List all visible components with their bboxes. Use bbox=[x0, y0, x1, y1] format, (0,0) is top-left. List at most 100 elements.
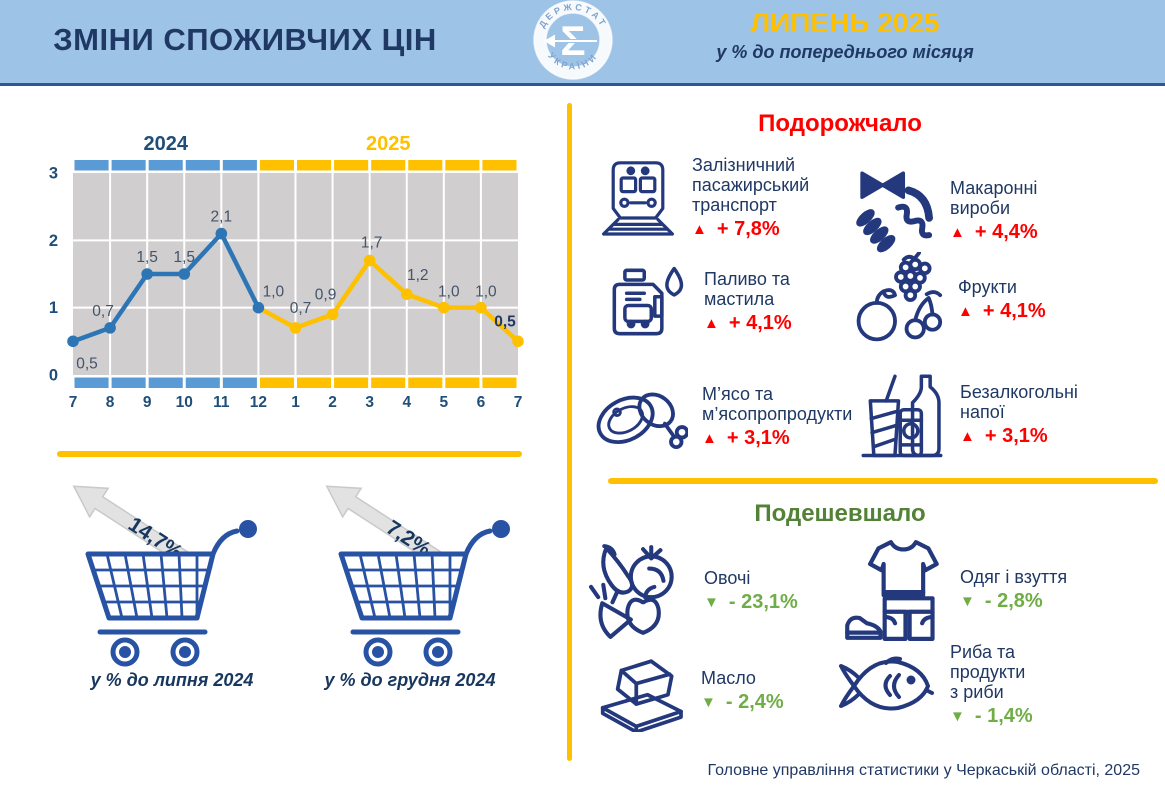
x-axis-month-label: 1 bbox=[291, 394, 300, 411]
price-down-item-fish: Риба та продукти з риби ▼ - 1,4% bbox=[836, 642, 1033, 728]
item-delta: + 3,1% bbox=[984, 425, 1048, 448]
item-label: Паливо та мастила bbox=[704, 268, 790, 309]
item-delta: + 4,1% bbox=[982, 300, 1046, 323]
month-band-segment bbox=[482, 377, 517, 388]
down-triangle-icon: ▼ bbox=[950, 708, 965, 726]
up-triangle-icon: ▲ bbox=[960, 428, 975, 446]
cart-figure-ytd: 7,2% bbox=[325, 485, 510, 667]
x-axis-month-label: 7 bbox=[514, 394, 523, 411]
chart-point bbox=[215, 227, 228, 240]
item-delta: + 4,1% bbox=[728, 312, 792, 335]
chart-point bbox=[104, 322, 116, 334]
x-axis-month-label: 10 bbox=[176, 394, 193, 411]
chart-point bbox=[141, 268, 153, 280]
item-delta: + 7,8% bbox=[716, 218, 780, 241]
chart-point-label: 1,5 bbox=[173, 249, 195, 266]
chart-point-label: 0,5 bbox=[76, 355, 98, 372]
chart-point-label: 0,9 bbox=[315, 286, 337, 303]
chart-point bbox=[363, 254, 376, 267]
chart-point bbox=[67, 335, 79, 348]
item-label: Залізничний пасажирський транспорт bbox=[692, 154, 810, 216]
shopping-cart-icon bbox=[85, 520, 257, 667]
fish-icon bbox=[836, 642, 936, 728]
chart-point-label: 1,0 bbox=[438, 284, 460, 301]
month-band-segment bbox=[74, 377, 109, 388]
down-triangle-icon: ▼ bbox=[960, 593, 975, 611]
month-band-segment bbox=[148, 377, 183, 388]
shopping-cart-icon bbox=[338, 520, 510, 667]
year-label-2024: 2024 bbox=[143, 133, 188, 155]
section-title-down: Подешевшало bbox=[754, 500, 926, 527]
chart-point bbox=[438, 301, 450, 314]
cart-figure-yoy: 14,7% bbox=[72, 485, 257, 667]
up-triangle-icon: ▲ bbox=[702, 430, 717, 448]
left-section-divider bbox=[57, 451, 522, 457]
chart-point-label: 0,7 bbox=[290, 300, 312, 317]
y-axis-tick-label: 3 bbox=[49, 165, 58, 183]
x-axis-month-label: 6 bbox=[477, 394, 486, 411]
item-label: М’ясо та м’ясопропродукти bbox=[702, 383, 853, 424]
chart-line-segment bbox=[182, 231, 224, 277]
chart-point bbox=[326, 308, 339, 321]
item-delta: - 23,1% bbox=[728, 591, 798, 614]
chart-point-label: 2,1 bbox=[211, 209, 233, 226]
item-label: Риба та продукти з риби bbox=[950, 642, 1026, 703]
vertical-divider bbox=[567, 103, 572, 761]
cart-caption-ytd: у % до грудня 2024 bbox=[324, 670, 496, 690]
year-band-segment bbox=[445, 160, 480, 171]
chart-point-label: 0,5 bbox=[494, 313, 516, 330]
price-down-item-butter: Масло ▼ - 2,4% bbox=[593, 650, 784, 734]
year-band-segment bbox=[371, 160, 406, 171]
chart-line-segment bbox=[219, 231, 261, 310]
year-band-segment bbox=[259, 160, 294, 171]
x-axis-month-label: 4 bbox=[402, 394, 411, 411]
month-band-segment bbox=[222, 377, 257, 388]
year-band-segment bbox=[408, 160, 443, 171]
cart-caption-yoy: у % до липня 2024 bbox=[90, 670, 254, 690]
chart-point-label: 1,5 bbox=[136, 249, 158, 266]
clothes-icon bbox=[840, 538, 946, 642]
month-band-segment bbox=[334, 377, 369, 388]
month-band-segment bbox=[185, 377, 220, 388]
chart-line-segment bbox=[293, 312, 335, 331]
month-band-segment bbox=[259, 377, 294, 388]
month-band-segment bbox=[445, 377, 480, 388]
train-icon bbox=[598, 152, 678, 244]
price-down-item-vegetables: Овочі ▼ - 23,1% bbox=[588, 540, 798, 642]
item-delta: - 2,8% bbox=[984, 590, 1043, 613]
right-section-divider bbox=[608, 478, 1158, 484]
period-subtitle: у % до попереднього місяця bbox=[716, 42, 974, 62]
chart-line-segment bbox=[107, 271, 150, 331]
year-band-segment bbox=[482, 160, 517, 171]
chart-line-segment bbox=[256, 305, 298, 331]
month-band-segment bbox=[408, 377, 443, 388]
item-delta: + 4,4% bbox=[974, 221, 1038, 244]
derzhstat-logo-icon: ДЕРЖСТАТ УКРАЇНИ Σ bbox=[533, 0, 613, 80]
fruits-icon bbox=[848, 251, 944, 348]
price-up-item-fruits: Фрукти ▲ + 4,1% bbox=[848, 251, 1046, 348]
source-attribution: Головне управління статистики у Черкаськ… bbox=[707, 762, 1140, 779]
chart-point bbox=[289, 322, 302, 334]
chart-point-label: 1,2 bbox=[407, 267, 429, 284]
x-axis-month-label: 2 bbox=[328, 394, 337, 411]
vegetables-icon bbox=[588, 540, 690, 642]
chart-line-segment bbox=[367, 258, 409, 297]
chart-line-segment bbox=[478, 305, 521, 344]
chart-point bbox=[512, 335, 524, 348]
month-band-segment bbox=[371, 377, 406, 388]
up-triangle-icon: ▲ bbox=[704, 315, 719, 333]
item-label: Безалкогольні напої bbox=[960, 381, 1078, 422]
cpi-line-chart: 0,50,71,5 1,52,11,00,70,91,71,21,0 1,00,50… bbox=[49, 133, 524, 411]
chart-point-label: 0,7 bbox=[92, 303, 114, 320]
price-up-item-meat: М’ясо та м’ясопропродукти ▲ + 3,1% bbox=[590, 374, 852, 460]
butter-icon bbox=[593, 650, 687, 734]
section-title-up: Подорожчало bbox=[758, 110, 922, 137]
item-delta: - 2,4% bbox=[725, 691, 784, 714]
chart-point-label: 1,0 bbox=[475, 284, 497, 301]
y-axis-tick-label: 0 bbox=[49, 367, 58, 385]
item-label: Масло bbox=[701, 667, 756, 688]
item-label: Макаронні вироби bbox=[950, 177, 1038, 218]
year-band-segment bbox=[148, 160, 183, 171]
chart-line-segment bbox=[70, 325, 113, 344]
